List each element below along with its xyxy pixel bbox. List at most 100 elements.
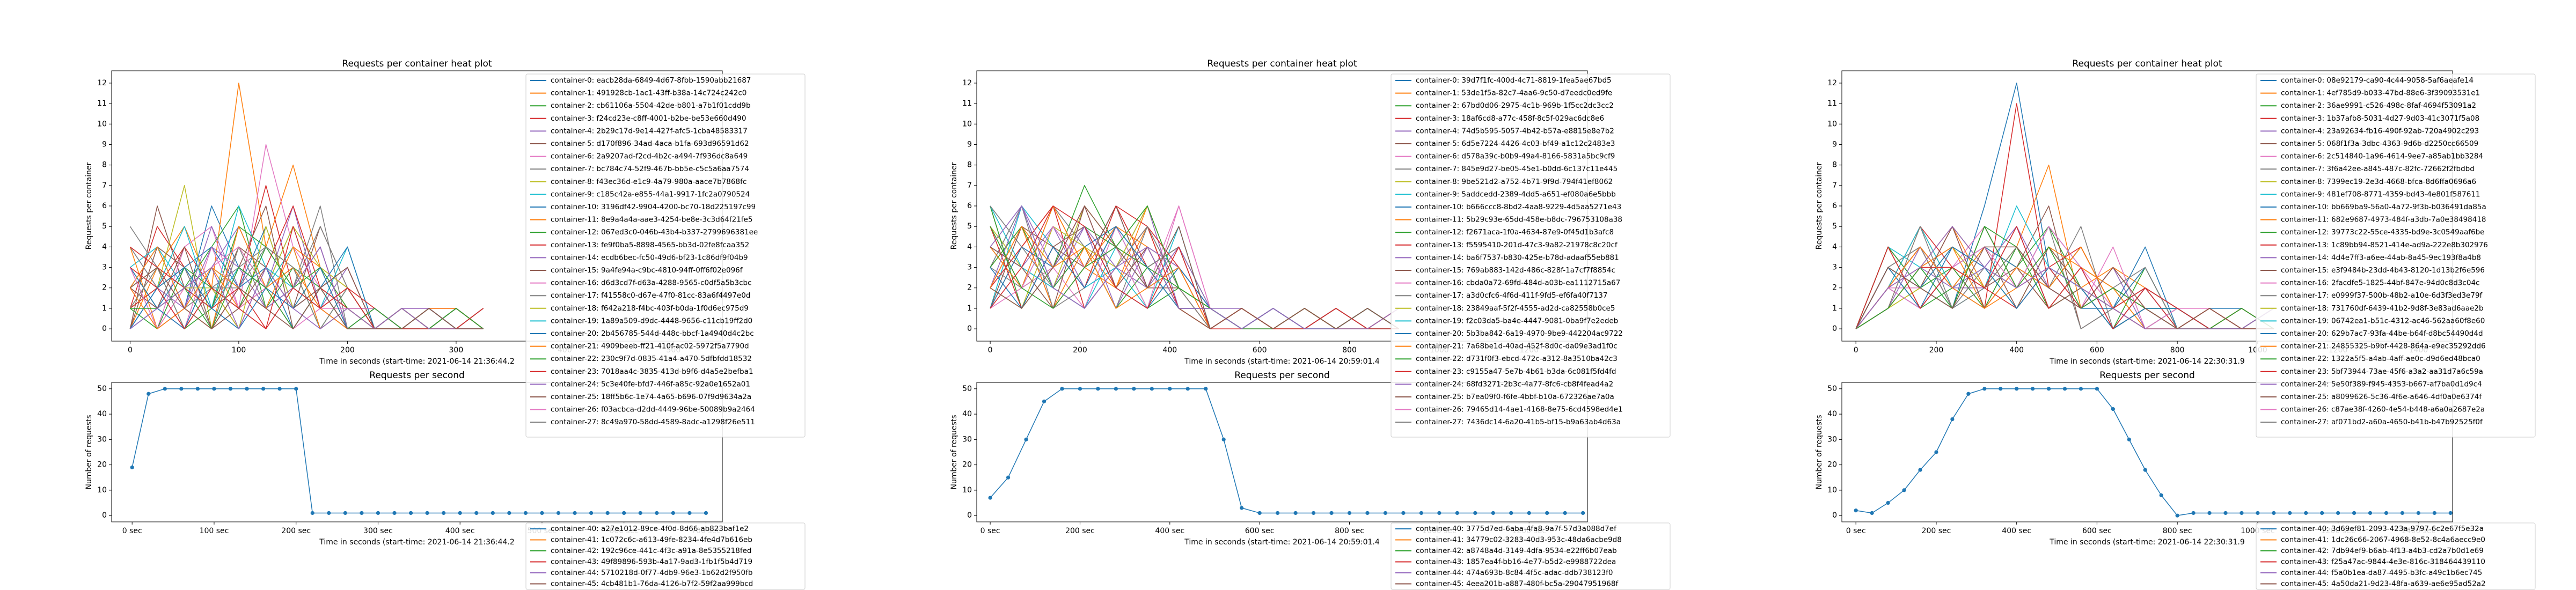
y-tick-label: 7 [967, 181, 972, 190]
y-tick-label: 5 [967, 222, 972, 231]
series-line [990, 205, 1399, 329]
rate-point [2143, 468, 2147, 472]
x-tick-label: 100 sec [200, 527, 229, 535]
legend-label: container-13: fe9f0ba5-8898-4565-bb3d-02… [551, 241, 749, 249]
legend-label: container-1: 491928cb-1ac1-43ff-b38a-14c… [551, 89, 747, 98]
legend-label: container-8: 7399ec19-2e3d-4668-bfca-8d6… [2281, 178, 2476, 186]
legend-label: container-0: 08e92179-ca90-4c44-9058-5af… [2281, 76, 2473, 85]
y-tick-label: 40 [1827, 410, 1837, 418]
y-tick-label: 0 [102, 511, 107, 520]
legend-label: container-21: 7a68be1d-40ad-452f-8d0c-da… [1416, 342, 1618, 351]
rate-point [1950, 417, 1955, 422]
legend-label: container-23: 5bf73944-73ae-45f6-a3a2-aa… [2281, 367, 2483, 376]
y-tick-label: 3 [102, 263, 107, 272]
legend-label: container-12: f2671aca-1f0a-4634-87e9-0f… [1416, 228, 1614, 237]
series-line [129, 267, 484, 329]
chart-title: Requests per container heat plot [1207, 58, 1357, 69]
legend-label: container-2: cb61106a-5504-42de-b801-a7b… [551, 101, 751, 110]
legend-label: container-27: 7436dc14-6a20-41b5-bf15-b9… [1416, 418, 1621, 426]
legend-label: container-41: 1c072c6c-a613-49fe-8234-4f… [551, 536, 752, 544]
rate-point [1491, 511, 1495, 515]
rate-point [1276, 511, 1280, 515]
y-tick-label: 6 [1832, 202, 1837, 210]
rate-point [687, 511, 692, 515]
axes-frame [111, 382, 723, 522]
rate-point [163, 387, 167, 391]
rate-point [1204, 387, 1208, 391]
legend-label: container-3: 18af6cd8-a77c-458f-8c5f-029… [1416, 114, 1604, 123]
legend-label: container-1: 53de1f5a-82c7-4aa6-9c50-d7e… [1416, 89, 1612, 98]
rate-point [2320, 511, 2324, 515]
rate-point [1365, 511, 1370, 515]
rate-point [1473, 511, 1477, 515]
chart-title: Requests per container heat plot [2072, 58, 2222, 69]
legend-label: container-43: 1857ea4f-bb16-4e77-b5d2-e9… [1416, 558, 1616, 566]
rate-point [2127, 437, 2131, 441]
rate-point [1293, 511, 1298, 515]
rate-point [130, 465, 134, 469]
legend-label: container-22: 1322a5f5-a4ab-4aff-ae0c-d9… [2281, 355, 2480, 363]
legend-label: container-2: 67bd0d06-2975-4c1b-969b-1f5… [1416, 101, 1614, 110]
y-tick-label: 8 [967, 161, 972, 169]
rate-point [2031, 387, 2035, 391]
series-line [129, 246, 484, 329]
y-axis-label: Number of requests [1815, 415, 1824, 489]
y-tick-label: 3 [967, 263, 972, 272]
legend-label: container-5: d170f896-34ad-4aca-b1fa-693… [551, 139, 749, 148]
x-axis-label: Time in seconds (start-time: 2021-06-14 … [319, 538, 515, 547]
y-tick-label: 0 [1832, 511, 1837, 520]
rate-point [195, 387, 200, 391]
series-line [990, 205, 1399, 329]
y-tick-label: 5 [102, 222, 107, 231]
rate-point [2111, 407, 2115, 411]
legend-box [1391, 73, 1671, 438]
x-tick-label: 400 sec [1155, 527, 1184, 535]
x-tick-label: 800 [2170, 346, 2185, 355]
y-tick-label: 20 [962, 461, 972, 469]
legend-label: container-43: 49f89896-593b-4a17-9ad3-1f… [551, 558, 752, 566]
x-tick-label: 600 [2090, 346, 2104, 355]
rate-point [1545, 511, 1549, 515]
legend-label: container-15: 9a4fe94a-c9bc-4810-94ff-0f… [551, 266, 743, 275]
legend-label: container-2: 36ae9991-c526-498c-8faf-469… [2281, 101, 2476, 110]
rate-point [2046, 387, 2051, 391]
legend-label: container-19: f2c03da5-ba4e-4447-9081-0b… [1416, 316, 1618, 325]
rate-point [704, 511, 708, 515]
legend-label: container-4: 74d5b595-5057-4b42-b57a-e88… [1416, 127, 1614, 135]
legend-label: container-27: af071bd2-a60a-4650-b41b-b4… [2281, 418, 2483, 426]
legend-label: container-13: f5595410-201d-47c3-9a82-21… [1416, 241, 1618, 249]
rate-point [1096, 387, 1100, 391]
x-tick-label: 300 [449, 346, 464, 355]
y-tick-label: 10 [97, 486, 107, 495]
rate-point [458, 511, 462, 515]
y-tick-label: 1 [102, 304, 107, 313]
legend-label: container-3: 1b37afb8-5031-4d27-9d03-41c… [2281, 114, 2479, 123]
legend-label: container-24: 68fd3271-2b3c-4a77-8fc6-cb… [1416, 380, 1613, 388]
rate-point [1347, 511, 1352, 515]
legend-label: container-24: 5c3e40fe-bfd7-446f-a85c-92… [551, 380, 750, 388]
legend-label: container-14: 4d4e7ff3-a6ee-44ab-8a45-9e… [2281, 253, 2481, 262]
rate-point [2400, 511, 2405, 515]
y-tick-label: 3 [1832, 263, 1837, 272]
x-tick-label: 0 sec [1846, 527, 1866, 535]
rate-point [2015, 387, 2019, 391]
legend-label: container-15: 769ab883-142d-486c-828f-1a… [1416, 266, 1615, 275]
y-tick-label: 2 [102, 284, 107, 292]
x-tick-label: 300 sec [363, 527, 393, 535]
x-tick-label: 200 sec [281, 527, 311, 535]
y-tick-label: 0 [967, 324, 972, 333]
rate-point [2223, 511, 2228, 515]
y-tick-label: 30 [97, 435, 107, 444]
legend-label: container-42: 192c96ce-441c-4f3c-a91a-8e… [551, 547, 752, 555]
legend-label: container-26: 79465d14-4ae1-4168-8e75-6c… [1416, 405, 1623, 414]
rate-point [2191, 511, 2196, 515]
legend-box [2256, 73, 2536, 438]
legend-label: container-26: c87ae38f-4260-4e54-b448-a6… [2281, 405, 2485, 414]
rate-point [1455, 511, 1459, 515]
y-tick-label: 40 [97, 410, 107, 418]
legend-label: container-14: ecdb6bec-fc50-49d6-bf23-1c… [551, 253, 748, 262]
rate-point [261, 387, 266, 391]
chart-title: Requests per second [369, 370, 465, 381]
legend-label: container-40: 3775d7ed-6aba-4fa8-9a7f-57… [1416, 525, 1617, 533]
